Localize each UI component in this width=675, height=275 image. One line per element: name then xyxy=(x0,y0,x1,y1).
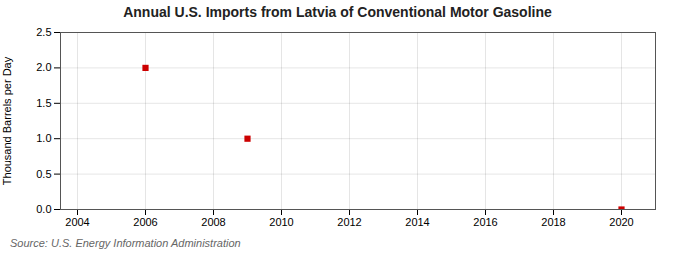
svg-text:2018: 2018 xyxy=(541,216,565,228)
svg-text:2008: 2008 xyxy=(201,216,225,228)
svg-text:2016: 2016 xyxy=(473,216,497,228)
svg-text:0.5: 0.5 xyxy=(36,168,51,180)
html-text:Annual U.S. Imports from Latvi: Annual U.S. Imports from Latvia of Conve… xyxy=(123,4,552,20)
svg-text:Thousand Barrels per Day: Thousand Barrels per Day xyxy=(1,56,13,185)
svg-text:2020: 2020 xyxy=(609,216,633,228)
svg-text:2.0: 2.0 xyxy=(36,61,51,73)
svg-text:1.5: 1.5 xyxy=(36,97,51,109)
svg-text:2004: 2004 xyxy=(65,216,89,228)
svg-text:1.0: 1.0 xyxy=(36,132,51,144)
svg-text:2014: 2014 xyxy=(405,216,429,228)
svg-text:0.0: 0.0 xyxy=(36,203,51,215)
svg-text:2.5: 2.5 xyxy=(36,26,51,38)
svg-text:2010: 2010 xyxy=(269,216,293,228)
svg-text:2012: 2012 xyxy=(337,216,361,228)
svg-text:2006: 2006 xyxy=(133,216,157,228)
html-text:Source: U.S. Energy Informatio: Source: U.S. Energy Information Administ… xyxy=(10,237,241,249)
